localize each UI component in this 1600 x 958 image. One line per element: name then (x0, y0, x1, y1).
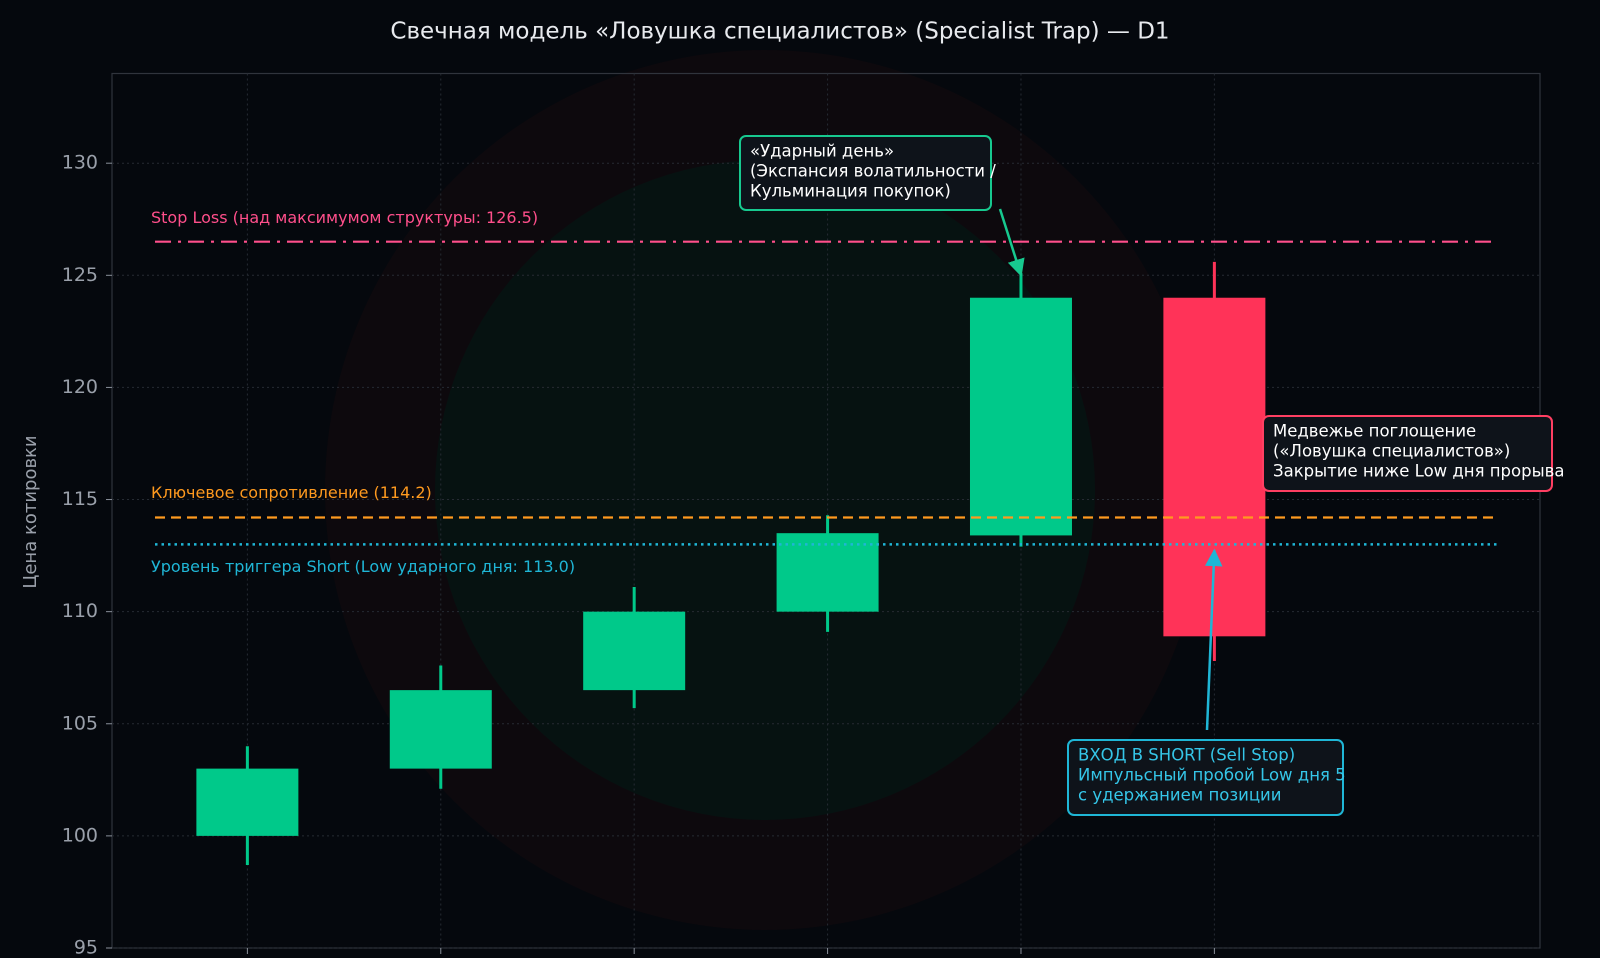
annotation-text: Кульминация покупок) (750, 182, 951, 201)
candle-body (776, 533, 879, 612)
annotation-text: ВХОД В SHORT (Sell Stop) (1078, 746, 1295, 765)
annotation-box (1067, 739, 1344, 816)
watermark-circle (325, 50, 1205, 930)
annotation-text: с удержанием позиции (1078, 786, 1282, 805)
level-label: Уровень триггера Short (Low ударного дня… (151, 557, 575, 576)
candle-body (1163, 297, 1266, 637)
y-axis-label: Цена котировки (20, 435, 41, 588)
annotation-text: (Экспансия волатильности / (750, 162, 996, 181)
candle-body (969, 297, 1072, 536)
annotation-arrow (998, 208, 1025, 277)
candle-body (196, 768, 299, 836)
level-label: Stop Loss (над максимумом структуры: 126… (151, 208, 538, 227)
y-tick-label: 105 (62, 712, 98, 734)
y-tick-label: 110 (62, 600, 98, 622)
y-tick-label: 95 (74, 937, 98, 958)
chart-title: Свечная модель «Ловушка специалистов» (S… (390, 19, 1169, 45)
y-tick-label: 100 (62, 824, 98, 846)
y-tick-label: 130 (62, 152, 98, 174)
candle-body (389, 690, 492, 769)
y-tick-label: 125 (62, 264, 98, 286)
y-tick-label: 115 (62, 488, 98, 510)
annotation-text: Закрытие ниже Low дня прорыва (1273, 462, 1564, 481)
level-label: Ключевое сопротивление (114.2) (151, 483, 432, 502)
annotation-box (739, 135, 992, 211)
annotation-text: «Ударный день» (750, 142, 894, 161)
plot-frame (111, 72, 1541, 949)
annotation-arrow (1204, 548, 1223, 731)
annotation-box (1262, 415, 1553, 492)
annotation-text: («Ловушка специалистов») (1273, 442, 1510, 461)
candle-body (583, 611, 686, 691)
annotation-text: Медвежье поглощение (1273, 422, 1476, 441)
y-tick-label: 120 (62, 376, 98, 398)
annotation-text: Импульсный пробой Low дня 5 (1078, 766, 1346, 785)
